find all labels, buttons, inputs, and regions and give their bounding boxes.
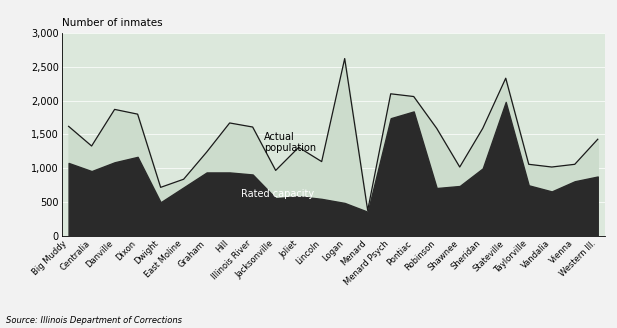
Text: Number of inmates: Number of inmates [62,18,162,28]
Text: Source: Illinois Department of Corrections: Source: Illinois Department of Correctio… [6,316,182,325]
Text: Rated capacity: Rated capacity [241,189,314,199]
Text: Actual
population: Actual population [264,132,317,154]
